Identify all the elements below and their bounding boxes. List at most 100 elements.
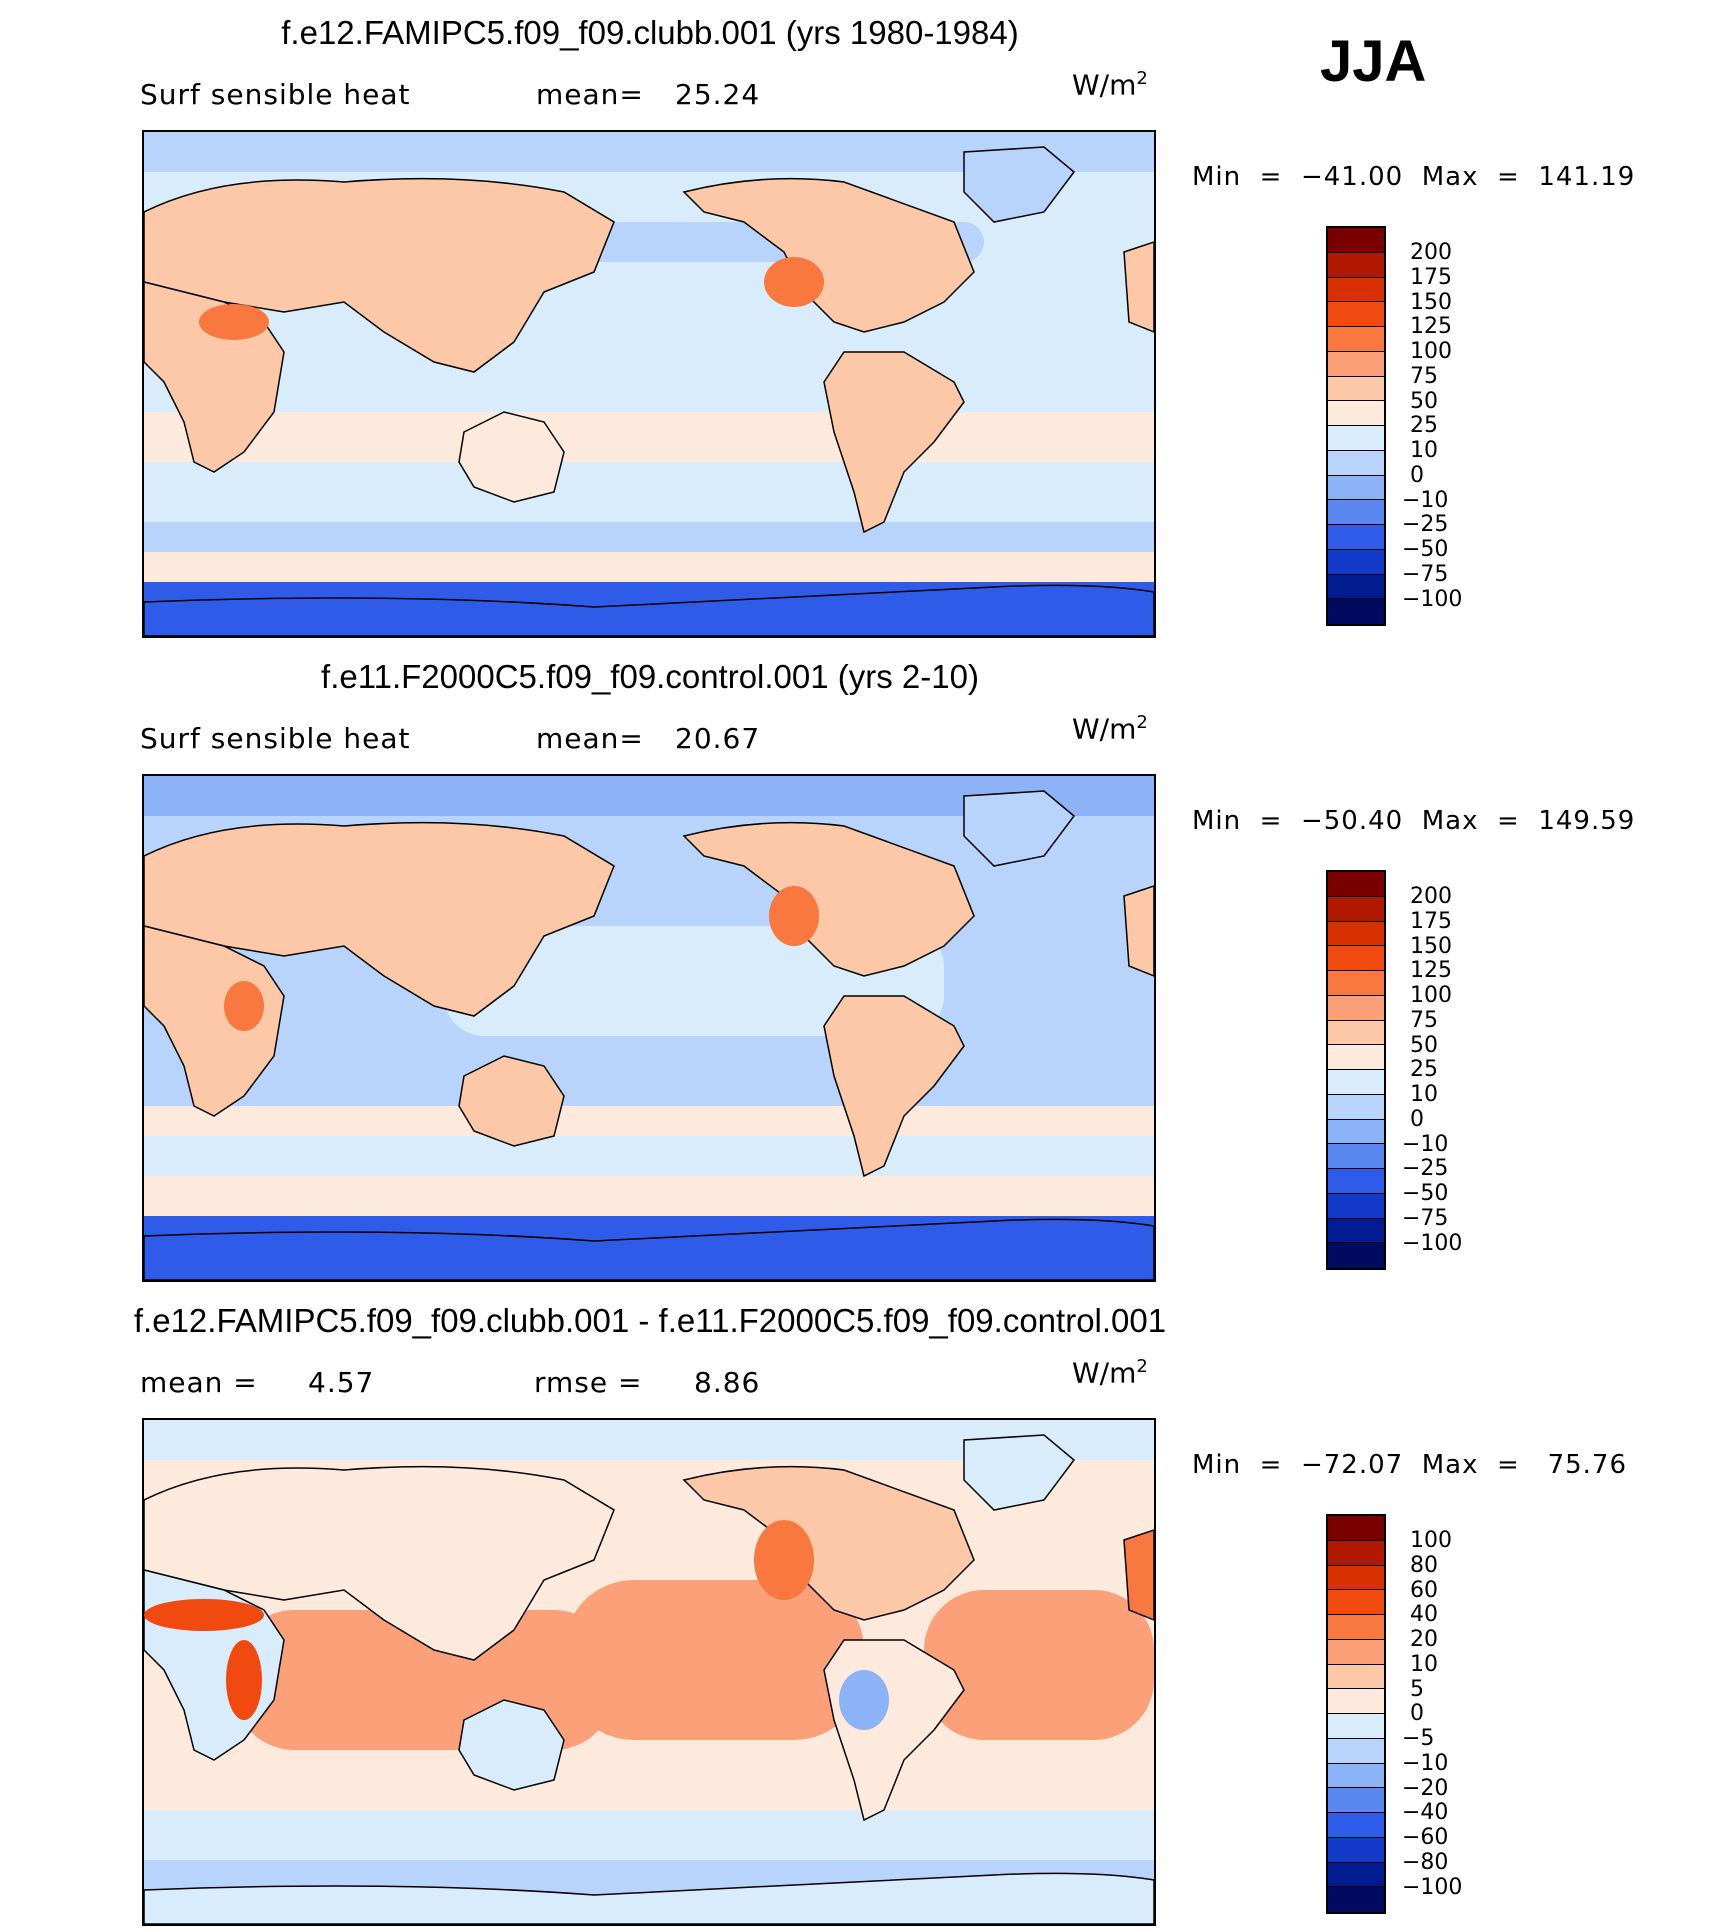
colorbar-tick-label: 175	[1410, 908, 1452, 934]
colorbar-tick-label: −80	[1402, 1849, 1449, 1875]
colorbar-swatch	[1328, 1565, 1384, 1591]
panel1-units: W/m2	[1072, 68, 1148, 102]
panel3-mean-label: mean =	[140, 1366, 258, 1399]
panel3-rmse-label: rmse =	[534, 1366, 643, 1399]
colorbar-swatch	[1328, 500, 1384, 525]
panel3-title: f.e12.FAMIPC5.f09_f09.clubb.001 - f.e11.…	[133, 1302, 1167, 1339]
colorbar-tick-label: 0	[1410, 462, 1424, 488]
colorbar-swatch	[1328, 277, 1384, 303]
colorbar-swatch	[1328, 450, 1384, 476]
panel1-map	[142, 130, 1156, 638]
colorbar-swatch	[1328, 327, 1384, 352]
colorbar-tick-label: 200	[1410, 884, 1452, 909]
colorbar-swatch	[1328, 1639, 1384, 1665]
colorbar-tick-label: 125	[1410, 314, 1452, 340]
colorbar-tick-label: −75	[1402, 561, 1449, 587]
colorbar-swatch	[1328, 1714, 1384, 1739]
colorbar-swatch	[1328, 1664, 1384, 1690]
colorbar-swatch	[1328, 351, 1384, 377]
colorbar-swatch	[1328, 525, 1384, 550]
colorbar-tick-label: 0	[1410, 1106, 1424, 1132]
panel2-mean-label: mean=	[536, 722, 644, 755]
colorbar-swatch	[1328, 1540, 1384, 1566]
panel2-map	[142, 774, 1156, 1282]
colorbar-tick-label: −75	[1402, 1205, 1449, 1231]
panel1-title: f.e12.FAMIPC5.f09_f09.clubb.001 (yrs 198…	[281, 14, 1019, 51]
colorbar-tick-label: 50	[1410, 1032, 1438, 1058]
panel2-units: W/m2	[1072, 712, 1148, 746]
colorbar-swatch	[1328, 1516, 1384, 1541]
panel1-min-max: Min = −41.00 Max = 141.19	[1192, 162, 1636, 192]
panel3-map	[142, 1418, 1156, 1926]
panel2-colorbar	[1326, 870, 1386, 1270]
colorbar-tick-label: 175	[1410, 264, 1452, 290]
colorbar-tick-label: 5	[1410, 1676, 1424, 1702]
colorbar-tick-label: −10	[1402, 1750, 1449, 1776]
colorbar-tick-label: 150	[1410, 933, 1452, 959]
colorbar-swatch	[1328, 599, 1384, 624]
colorbar-swatch	[1328, 1689, 1384, 1714]
panel3-colorbar	[1326, 1514, 1386, 1914]
colorbar-tick-label: 50	[1410, 388, 1438, 414]
colorbar-swatch	[1328, 1020, 1384, 1046]
colorbar-swatch	[1328, 549, 1384, 575]
colorbar-swatch	[1328, 1813, 1384, 1838]
colorbar-tick-label: −25	[1402, 1156, 1449, 1182]
colorbar-tick-label: −40	[1402, 1800, 1449, 1826]
panel3-rmse-value: 8.86	[694, 1366, 761, 1399]
colorbar-tick-label: −100	[1402, 586, 1463, 612]
colorbar-swatch	[1328, 1738, 1384, 1764]
colorbar-swatch	[1328, 1788, 1384, 1813]
colorbar-tick-label: −10	[1402, 1131, 1449, 1157]
colorbar-swatch	[1328, 1094, 1384, 1120]
colorbar-tick-label: −50	[1402, 537, 1449, 562]
colorbar-swatch	[1328, 896, 1384, 922]
colorbar-tick-label: −25	[1402, 512, 1449, 538]
colorbar-tick-label: 40	[1410, 1602, 1438, 1628]
panel3-units: W/m2	[1072, 1356, 1148, 1390]
colorbar-tick-label: 0	[1410, 1701, 1424, 1727]
colorbar-tick-label: −100	[1402, 1230, 1463, 1256]
colorbar-swatch	[1328, 1887, 1384, 1912]
panel3-min-max: Min = −72.07 Max = 75.76	[1192, 1450, 1628, 1480]
colorbar-swatch	[1328, 252, 1384, 278]
colorbar-swatch	[1328, 574, 1384, 600]
panel3-mean-value: 4.57	[308, 1366, 375, 1399]
colorbar-swatch	[1328, 1045, 1384, 1070]
colorbar-tick-label: −10	[1402, 487, 1449, 513]
colorbar-tick-label: 80	[1410, 1552, 1438, 1578]
colorbar-swatch	[1328, 1615, 1384, 1640]
colorbar-tick-label: 10	[1410, 1651, 1438, 1677]
colorbar-tick-label: 125	[1410, 958, 1452, 984]
colorbar-tick-label: 10	[1410, 438, 1438, 463]
colorbar-tick-label: 75	[1410, 363, 1438, 389]
season-label: JJA	[1320, 29, 1427, 94]
colorbar-swatch	[1328, 1763, 1384, 1789]
colorbar-swatch	[1328, 971, 1384, 996]
colorbar-swatch	[1328, 228, 1384, 253]
colorbar-tick-label: 20	[1410, 1627, 1438, 1652]
panel2-mean-value: 20.67	[675, 722, 761, 755]
colorbar-swatch	[1328, 1119, 1384, 1145]
panel1-mean-label: mean=	[536, 78, 644, 111]
colorbar-tick-label: −100	[1402, 1874, 1463, 1900]
colorbar-swatch	[1328, 995, 1384, 1021]
panel1-colorbar	[1326, 226, 1386, 626]
colorbar-tick-label: 200	[1410, 240, 1452, 265]
colorbar-tick-label: 100	[1410, 339, 1452, 364]
panel2-min-max: Min = −50.40 Max = 149.59	[1192, 806, 1636, 836]
colorbar-tick-label: 10	[1410, 1082, 1438, 1107]
colorbar-tick-label: 100	[1410, 983, 1452, 1008]
colorbar-tick-label: −5	[1402, 1726, 1435, 1751]
colorbar-tick-label: 60	[1410, 1577, 1438, 1603]
colorbar-tick-label: 25	[1410, 413, 1438, 439]
colorbar-tick-label: 100	[1410, 1528, 1452, 1553]
colorbar-swatch	[1328, 475, 1384, 501]
panel2-title: f.e11.F2000C5.f09_f09.control.001 (yrs 2…	[321, 658, 979, 695]
colorbar-swatch	[1328, 1837, 1384, 1863]
colorbar-tick-label: −60	[1402, 1825, 1449, 1850]
colorbar-swatch	[1328, 1169, 1384, 1194]
panel1-mean-value: 25.24	[675, 78, 761, 111]
colorbar-swatch	[1328, 946, 1384, 971]
colorbar-swatch	[1328, 1070, 1384, 1095]
